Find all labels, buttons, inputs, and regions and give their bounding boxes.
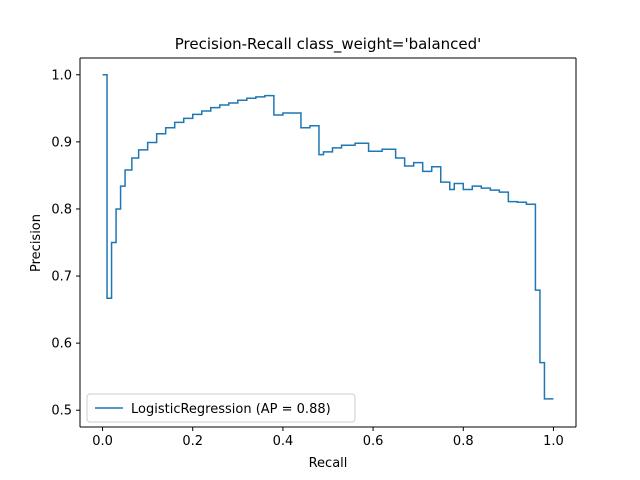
y-tick-label: 1.0 bbox=[51, 68, 72, 83]
chart-title: Precision-Recall class_weight='balanced' bbox=[175, 35, 482, 54]
legend: LogisticRegression (AP = 0.88) bbox=[86, 393, 356, 423]
x-axis-ticks: 0.0 0.2 0.4 0.6 0.8 1.0 bbox=[92, 427, 564, 449]
y-tick-label: 0.9 bbox=[51, 135, 72, 150]
x-axis-label: Recall bbox=[309, 456, 348, 471]
y-tick-label: 0.6 bbox=[51, 337, 72, 352]
x-tick-label: 1.0 bbox=[543, 434, 564, 449]
y-axis-label: Precision bbox=[29, 214, 44, 272]
y-tick-label: 0.7 bbox=[51, 270, 72, 285]
x-tick-label: 0.6 bbox=[363, 434, 384, 449]
y-axis-ticks: 0.5 0.6 0.7 0.8 0.9 1.0 bbox=[51, 68, 80, 419]
series-line-0 bbox=[102, 74, 554, 400]
x-tick-label: 0.2 bbox=[182, 434, 203, 449]
y-tick-label: 0.5 bbox=[51, 404, 72, 419]
x-tick-label: 0.8 bbox=[453, 434, 474, 449]
plot-area bbox=[79, 57, 577, 428]
x-tick-label: 0.0 bbox=[92, 434, 113, 449]
x-tick-label: 0.4 bbox=[273, 434, 294, 449]
y-tick-label: 0.8 bbox=[51, 202, 72, 217]
legend-series-label: LogisticRegression (AP = 0.88) bbox=[131, 402, 331, 417]
axes-background bbox=[80, 58, 576, 427]
legend-box bbox=[86, 393, 356, 423]
